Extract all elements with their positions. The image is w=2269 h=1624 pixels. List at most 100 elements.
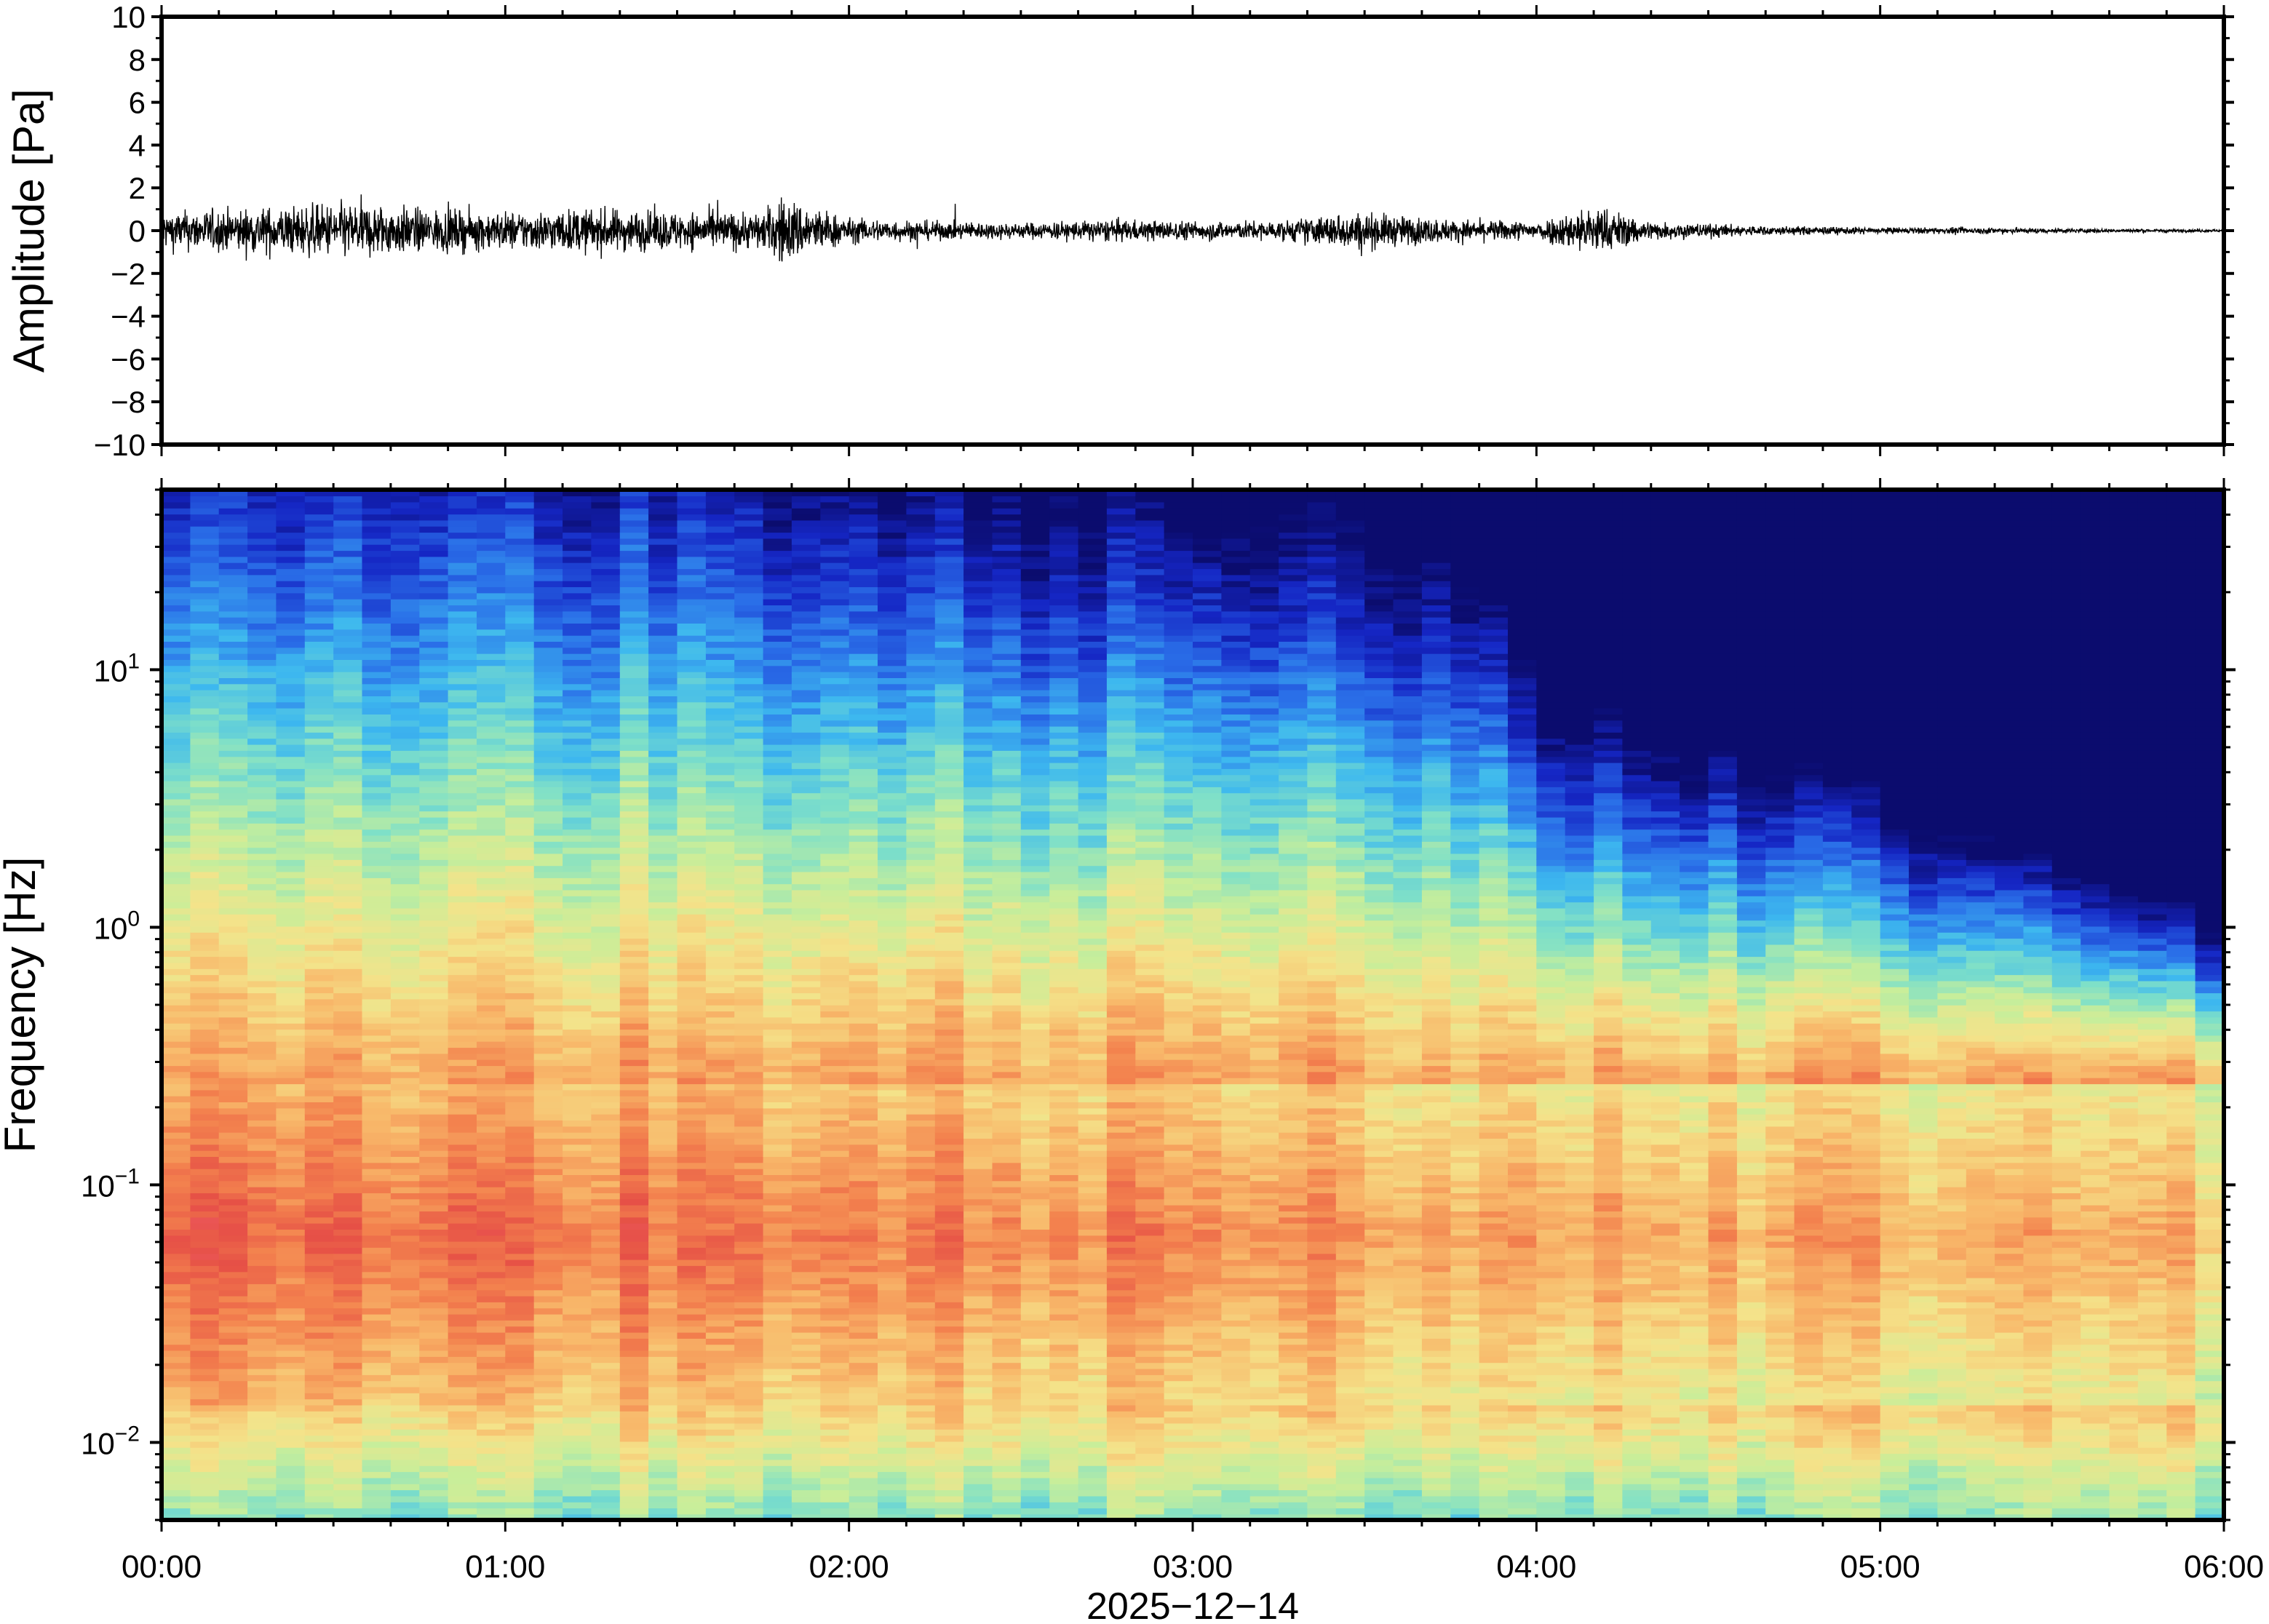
- spectrogram-cell: [362, 944, 392, 951]
- spectrogram-cell: [906, 992, 936, 1000]
- spectrogram-cell: [247, 665, 277, 672]
- spectrogram-cell: [963, 1332, 993, 1339]
- spectrogram-cell: [390, 1477, 421, 1484]
- spectrogram-cell: [533, 634, 563, 642]
- spectrogram-cell: [906, 629, 936, 636]
- spectrogram-cell: [362, 926, 392, 933]
- spectrogram-cell: [619, 568, 649, 576]
- spectrogram-cell: [591, 677, 621, 685]
- spectrogram-cell: [448, 974, 477, 982]
- spectrogram-cell: [162, 1489, 191, 1497]
- spectrogram-cell: [820, 683, 850, 690]
- spectrogram-cell: [419, 714, 449, 721]
- spectrogram-cell: [563, 1495, 592, 1502]
- spectrogram-cell: [190, 580, 220, 587]
- spectrogram-cell: [849, 634, 878, 642]
- spectrogram-cell: [419, 1477, 449, 1484]
- spectrogram-cell: [619, 1078, 649, 1085]
- spectrogram-cell: [505, 859, 535, 867]
- spectrogram-cell: [734, 883, 764, 891]
- spectrogram-cell: [763, 1441, 792, 1448]
- spectrogram-cell: [448, 956, 477, 963]
- spectrogram-cell: [563, 1204, 592, 1211]
- spectrogram-cell: [906, 1029, 936, 1036]
- spectrogram-cell: [477, 1126, 506, 1133]
- spectrogram-cell: [763, 914, 792, 921]
- spectrogram-cell: [963, 1368, 993, 1375]
- spectrogram-cell: [849, 877, 878, 885]
- spectrogram-cell: [934, 1126, 964, 1133]
- spectrogram-cell: [162, 1326, 191, 1333]
- spectrogram-cell: [619, 847, 649, 854]
- spectrogram-cell: [419, 1465, 449, 1473]
- spectrogram-cell: [591, 550, 621, 557]
- spectrogram-cell: [477, 1344, 506, 1351]
- spectrogram-cell: [734, 659, 764, 666]
- spectrogram-cell: [218, 811, 248, 818]
- spectrogram-cell: [390, 1186, 421, 1193]
- spectrogram-cell: [849, 1222, 878, 1230]
- spectrogram-cell: [934, 1465, 964, 1473]
- spectrogram-cell: [878, 732, 907, 739]
- spectrogram-cell: [906, 1059, 936, 1067]
- spectrogram-cell: [705, 1398, 736, 1406]
- spectrogram-cell: [849, 1320, 878, 1327]
- spectrogram-cell: [734, 677, 764, 685]
- spectrogram-cell: [390, 1107, 421, 1115]
- spectrogram-cell: [648, 1429, 678, 1436]
- spectrogram-cell: [448, 1374, 477, 1382]
- spectrogram-cell: [849, 768, 878, 776]
- spectrogram-cell: [477, 1102, 506, 1109]
- spectrogram-cell: [190, 829, 220, 836]
- spectrogram-cell: [505, 907, 535, 915]
- spectrogram-cell: [162, 1059, 191, 1067]
- spectrogram-cell: [734, 634, 764, 642]
- spectrogram-cell: [304, 1417, 334, 1424]
- spectrogram-cell: [963, 1016, 993, 1024]
- spectrogram-cell: [963, 1247, 993, 1254]
- spectrogram-cell: [304, 756, 334, 763]
- spectrogram-cell: [906, 1083, 936, 1091]
- spectrogram-cell: [276, 774, 306, 781]
- spectrogram-cell: [849, 689, 878, 696]
- spectrogram-cell: [648, 1029, 678, 1036]
- spectrogram-cell: [247, 1198, 277, 1206]
- spectrogram-cell: [448, 841, 477, 848]
- spectrogram-cell: [218, 859, 248, 867]
- spectrogram-cell: [162, 707, 191, 715]
- spectrogram-cell: [934, 1005, 964, 1012]
- spectrogram-cell: [591, 605, 621, 612]
- spectrogram-cell: [677, 1029, 707, 1036]
- spectrogram-cell: [190, 683, 220, 690]
- spectrogram-cell: [333, 1332, 363, 1339]
- spectrogram-cell: [190, 889, 220, 896]
- spectrogram-cell: [734, 616, 764, 624]
- spectrogram-cell: [791, 774, 822, 781]
- spectrogram-cell: [390, 1429, 421, 1436]
- spectrogram-cell: [533, 1495, 563, 1502]
- spectrogram-cell: [934, 787, 964, 794]
- spectrogram-cell: [878, 683, 907, 690]
- spectrogram-cell: [734, 1502, 764, 1509]
- spectrogram-cell: [218, 780, 248, 787]
- spectrogram-cell: [791, 1253, 822, 1260]
- spectrogram-cell: [276, 1023, 306, 1030]
- spectrogram-cell: [333, 762, 363, 769]
- spectrogram-cell: [448, 568, 477, 576]
- spectrogram-cell: [276, 1222, 306, 1230]
- spectrogram-cell: [878, 1344, 907, 1351]
- spectrogram-cell: [648, 1016, 678, 1024]
- spectrogram-cell: [190, 950, 220, 958]
- spectrogram-cell: [648, 1302, 678, 1309]
- spectrogram-cell: [162, 701, 191, 709]
- spectrogram-cell: [218, 689, 248, 696]
- spectrogram-cell: [162, 532, 191, 539]
- spectrogram-cell: [820, 1193, 850, 1200]
- spectrogram-cell: [906, 1393, 936, 1400]
- spectrogram-cell: [276, 1295, 306, 1302]
- spectrogram-cell: [820, 1078, 850, 1085]
- spectrogram-cell: [390, 829, 421, 836]
- spectrogram-cell: [563, 544, 592, 552]
- spectrogram-cell: [419, 1344, 449, 1351]
- spectrogram-cell: [276, 962, 306, 969]
